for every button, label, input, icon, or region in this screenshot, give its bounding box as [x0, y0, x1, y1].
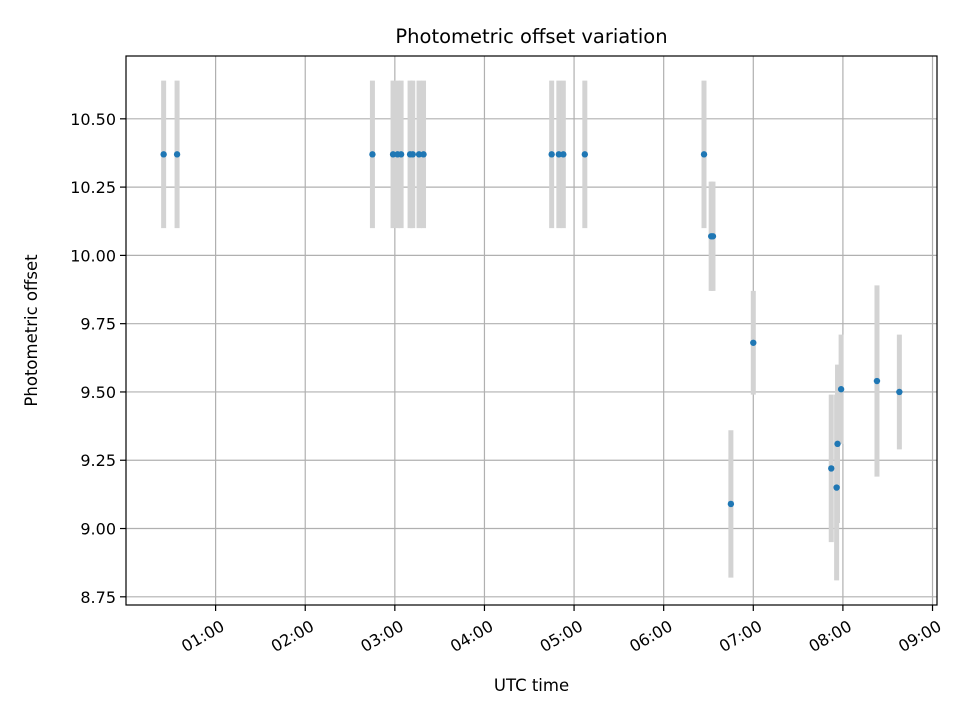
data-point [369, 151, 376, 158]
grid-layer [126, 56, 937, 605]
data-point [173, 151, 181, 158]
data-point [420, 151, 427, 158]
y-tick-label: 10.50 [70, 110, 116, 129]
chart-title: Photometric offset variation [395, 25, 667, 48]
data-point [750, 339, 757, 346]
data-point [837, 386, 845, 393]
data-point [409, 151, 416, 158]
y-tick-label: 9.00 [80, 520, 116, 539]
data-point [415, 151, 423, 158]
y-tick-label: 8.75 [80, 588, 116, 607]
data-point [581, 151, 589, 158]
data-point [727, 500, 735, 508]
point-layer [160, 151, 903, 508]
data-point [896, 388, 903, 396]
data-point [389, 151, 397, 158]
data-point [548, 151, 555, 158]
data-point [160, 151, 167, 158]
y-tick-label: 9.25 [80, 451, 116, 470]
y-tick-label: 9.75 [80, 315, 116, 334]
data-point [834, 440, 841, 448]
data-point [833, 484, 840, 491]
data-point [700, 151, 708, 158]
data-point [709, 233, 717, 240]
data-point [828, 465, 835, 472]
data-point [873, 377, 881, 385]
x-axis-label: UTC time [494, 676, 569, 695]
data-point [397, 151, 405, 158]
y-axis-label: Photometric offset [22, 254, 41, 407]
plot-frame [125, 55, 938, 606]
y-tick-label: 9.50 [80, 383, 116, 402]
data-point [560, 151, 567, 158]
y-tick-label: 10.00 [70, 246, 116, 265]
data-point [555, 151, 563, 158]
y-tick-label: 10.25 [70, 178, 116, 197]
